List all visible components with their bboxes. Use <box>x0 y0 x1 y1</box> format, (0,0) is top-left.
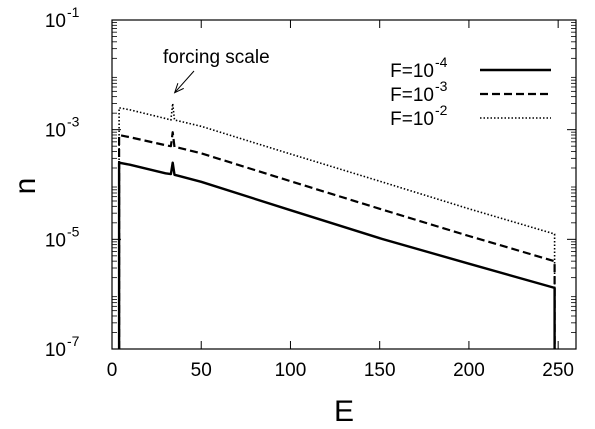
y-tick-label-exponent: -5 <box>67 223 80 239</box>
legend-label: F=10 <box>390 109 434 130</box>
series-line-solid <box>117 161 556 349</box>
legend-label: F=10 <box>390 85 434 106</box>
x-tick-label: 150 <box>364 360 396 381</box>
annotation-arrow <box>174 70 195 93</box>
y-tick-label-exponent: -7 <box>67 333 80 349</box>
plot-frame <box>111 19 577 350</box>
annotation-arrowhead <box>173 83 184 94</box>
y-tick-label: 10 <box>45 121 66 142</box>
y-tick-label-exponent: -3 <box>67 114 80 130</box>
x-axis-title: E <box>334 395 354 428</box>
x-tick-label: 200 <box>453 360 485 381</box>
y-tick-label-exponent: -1 <box>67 4 80 20</box>
annotation-group: forcing scale <box>163 47 270 94</box>
series-line-dotted <box>118 102 556 349</box>
y-tick-label: 10 <box>45 230 66 251</box>
series-line-dashed <box>117 131 556 349</box>
x-tick-label: 250 <box>542 360 574 381</box>
legend-label-exponent: -3 <box>435 78 448 94</box>
x-tick-label: 50 <box>191 360 212 381</box>
y-axis-title: n <box>9 178 42 195</box>
y-tick-label: 10 <box>45 11 66 32</box>
legend-label-exponent: -2 <box>435 102 448 118</box>
series-group <box>117 102 556 349</box>
legend-label-exponent: -4 <box>435 54 448 70</box>
y-tick-label: 10 <box>45 340 66 361</box>
legend: F=10 -4F=10 -3F=10 -2 <box>390 54 551 130</box>
annotation-text: forcing scale <box>163 47 270 68</box>
legend-label: F=10 <box>390 61 434 82</box>
x-tick-label: 0 <box>107 360 118 381</box>
x-tick-label: 100 <box>275 360 307 381</box>
